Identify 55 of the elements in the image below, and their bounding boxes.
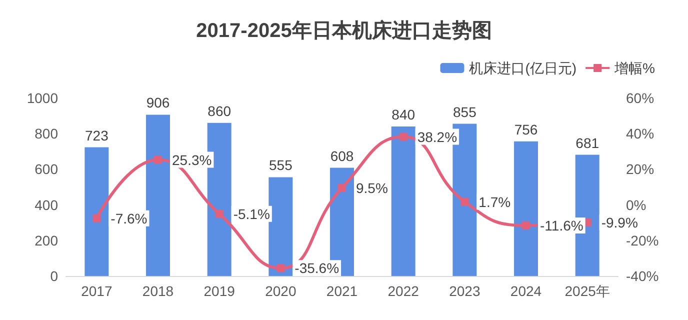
y-tick-label: 400 (34, 196, 58, 213)
legend-label: 增幅% (614, 60, 656, 76)
chart-title: 2017-2025年日本机床进口走势图 (196, 19, 492, 42)
y2-tick-label: 0% (626, 196, 646, 213)
x-tick-label: 2024 (510, 283, 542, 299)
bar (268, 177, 293, 276)
y2-tick-label: 40% (626, 126, 654, 142)
y-tick-label: 800 (34, 126, 58, 142)
y2-tick-label: 60% (626, 90, 654, 106)
x-tick-label: 2020 (265, 283, 296, 299)
bar (514, 141, 538, 276)
point (399, 132, 408, 141)
data-label: 840 (392, 106, 416, 122)
data-label: 756 (514, 121, 538, 138)
x-tick-label: 2025年 (564, 283, 610, 299)
data-label: 723 (84, 127, 109, 144)
data-label: 1.7% (478, 194, 511, 210)
data-label: 9.5% (356, 180, 388, 196)
data-label: 681 (576, 134, 600, 151)
data-label: -9.9% (601, 214, 638, 230)
data-label: 860 (208, 102, 232, 119)
data-label: -7.6% (110, 210, 148, 226)
data-label: 25.3% (172, 152, 212, 168)
point (92, 214, 101, 222)
y2-tick-label: -40% (626, 268, 659, 284)
y-tick-label: 1000 (26, 90, 58, 106)
data-label: 906 (146, 94, 170, 111)
x-tick-label: 2019 (204, 283, 236, 299)
y2-tick-label: -20% (626, 232, 659, 248)
bar (391, 126, 416, 276)
point (460, 198, 469, 206)
legend-label: 机床进口(亿日元) (469, 60, 577, 76)
x-tick-label: 2022 (388, 283, 420, 299)
data-label: 855 (452, 104, 477, 120)
point (338, 184, 346, 192)
data-label: -11.6% (540, 217, 584, 234)
data-label: -5.1% (233, 206, 270, 222)
data-label: 555 (268, 157, 293, 174)
x-tick-label: 2017 (81, 283, 112, 299)
bar (146, 114, 170, 276)
point (215, 210, 224, 218)
x-tick-label: 2018 (142, 283, 174, 299)
data-label: 608 (330, 148, 354, 164)
y-tick-label: 200 (34, 232, 58, 248)
data-label: -35.6% (294, 260, 340, 276)
x-tick-label: 2021 (326, 283, 358, 299)
y2-tick-label: 20% (626, 161, 654, 178)
point (276, 264, 285, 272)
bar (84, 147, 109, 276)
point (522, 221, 530, 230)
y-tick-label: 0 (50, 268, 58, 284)
y-tick-label: 600 (34, 161, 58, 178)
x-tick-label: 2023 (449, 283, 480, 299)
data-label: 38.2% (417, 128, 458, 145)
point (154, 156, 162, 164)
